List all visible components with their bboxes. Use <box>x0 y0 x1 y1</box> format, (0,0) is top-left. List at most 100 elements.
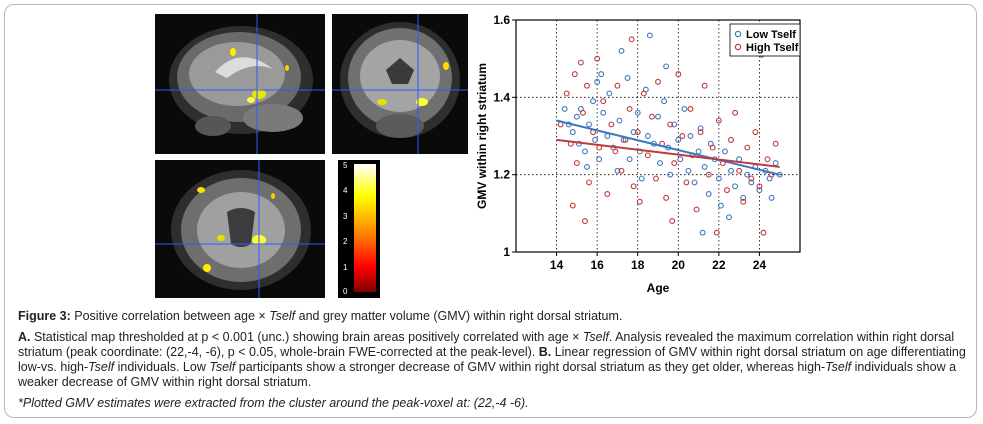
data-point <box>691 179 698 186</box>
data-point <box>616 117 623 124</box>
data-point <box>612 148 619 155</box>
y-tick-label: 1.2 <box>493 168 510 182</box>
x-tick-label: 18 <box>631 258 645 272</box>
data-point <box>671 160 678 167</box>
data-point <box>740 198 747 205</box>
colorbar-tick: 3 <box>343 212 348 221</box>
figure-caption-body: A. Statistical map thresholded at p < 0.… <box>18 330 970 390</box>
data-point <box>681 105 688 112</box>
data-point <box>640 90 647 97</box>
data-point <box>561 105 568 112</box>
plot-area <box>515 19 801 253</box>
data-point <box>584 82 590 89</box>
data-point <box>687 133 694 139</box>
data-point <box>648 113 655 120</box>
data-point <box>701 82 708 89</box>
data-point <box>624 75 631 81</box>
legend-entry: High Tself <box>746 42 799 54</box>
data-point <box>630 183 637 190</box>
brain-coronal-image <box>332 14 468 154</box>
panel-b-var2: Tself <box>209 360 236 374</box>
data-point <box>715 175 722 182</box>
data-point <box>586 121 592 128</box>
data-point <box>667 121 674 128</box>
legend-entry: Low Tself <box>746 29 796 41</box>
x-axis-label: Age <box>647 281 670 295</box>
data-point <box>695 148 702 155</box>
panel-b-pre: Linear regression of GMV within right do… <box>18 345 966 374</box>
data-point <box>685 167 692 174</box>
data-point <box>740 194 747 201</box>
data-point <box>644 133 651 139</box>
data-point <box>584 163 590 170</box>
data-point <box>748 175 755 182</box>
data-point <box>728 136 734 143</box>
panel-b-var1: Tself <box>88 360 115 374</box>
data-point <box>744 144 751 151</box>
data-point <box>569 129 576 136</box>
panel-b-mid2: participants show a stronger decrease of… <box>235 360 826 374</box>
data-point <box>653 175 659 182</box>
x-tick-label: 14 <box>550 258 564 272</box>
colorbar-tick: 5 <box>343 161 348 170</box>
colorbar-ticks: 5 4 3 2 1 0 <box>343 161 353 296</box>
data-point <box>573 160 580 167</box>
colorbar-tick: 2 <box>343 237 348 246</box>
data-point <box>717 202 724 209</box>
data-point <box>721 148 728 155</box>
data-point <box>614 82 621 89</box>
panel-b-label: B. <box>538 345 552 359</box>
data-point <box>671 121 678 128</box>
data-point <box>764 156 771 163</box>
scatter-chart: 14 16 18 20 22 24 1 1.2 1.4 1.6 Age GMV within righ… <box>472 10 817 304</box>
data-point <box>679 133 686 139</box>
data-point <box>563 90 570 97</box>
data-point <box>713 229 720 236</box>
data-point <box>655 78 661 85</box>
data-point <box>709 144 716 151</box>
data-point <box>569 202 576 209</box>
data-point <box>626 156 633 163</box>
panel-a-post: . Analysis revealed the maximum correlat… <box>18 330 955 359</box>
data-point <box>638 175 645 182</box>
data-point <box>705 191 712 197</box>
data-point <box>736 167 743 174</box>
data-point <box>657 160 663 167</box>
data-point <box>687 105 694 112</box>
x-tick-label: 24 <box>753 258 767 272</box>
data-point <box>618 167 625 174</box>
data-point <box>636 198 643 205</box>
data-point <box>705 171 712 178</box>
figure-label: Figure 3: <box>18 309 71 323</box>
panel-a-var: Tself <box>582 330 609 344</box>
data-point <box>675 71 682 78</box>
data-point <box>748 179 755 186</box>
panel-b-var3: Tself <box>825 360 852 374</box>
data-point <box>586 179 592 186</box>
data-point <box>693 206 700 213</box>
data-point <box>744 171 751 178</box>
panel-b-post: individuals show a weaker decrease of GM… <box>18 360 957 389</box>
data-point <box>699 229 706 236</box>
y-tick-label: 1.4 <box>493 90 510 104</box>
y-axis-label: GMV within right striatum <box>475 63 489 209</box>
data-point <box>628 36 635 43</box>
figure-title-pre: Positive correlation between age × <box>70 309 270 323</box>
colorbar-tick: 1 <box>343 263 348 272</box>
data-point <box>590 98 597 105</box>
y-tick-label: 1.6 <box>493 13 510 27</box>
panel-a-label: A. <box>18 330 31 344</box>
data-point <box>697 125 704 132</box>
data-point <box>772 140 779 147</box>
brain-axial-image <box>155 160 325 298</box>
data-point <box>667 171 674 178</box>
data-point <box>724 187 730 194</box>
figure-footnote: *Plotted GMV estimates were extracted fr… <box>18 396 529 410</box>
data-point <box>592 136 599 143</box>
legend-marker <box>734 30 742 38</box>
data-point <box>634 109 641 116</box>
x-tick-label: 22 <box>712 258 726 272</box>
data-point <box>646 32 653 39</box>
data-point <box>663 194 670 201</box>
data-point <box>768 194 775 201</box>
